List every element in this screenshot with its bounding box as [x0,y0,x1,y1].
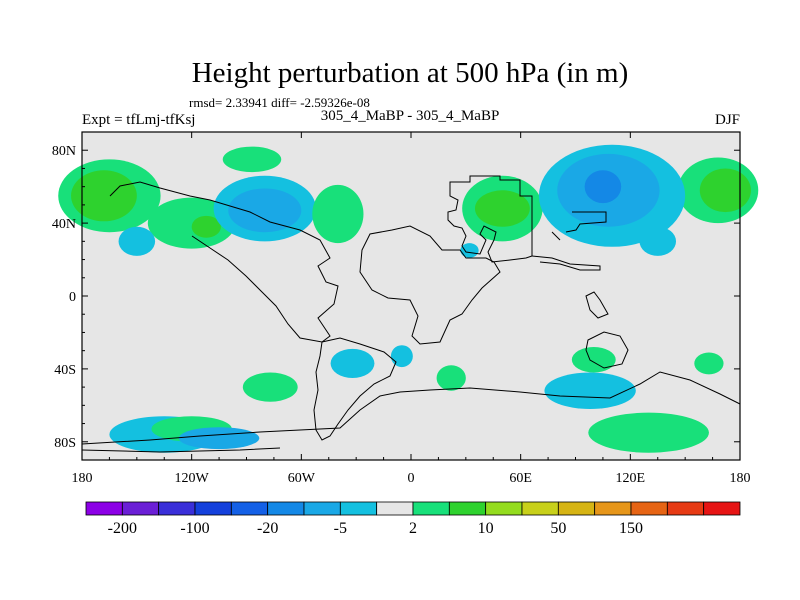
colorbar-label: -100 [180,520,209,537]
colorbar-label: 150 [619,520,643,537]
y-tick-label: 0 [69,290,76,305]
y-axis: 80N 40N 0 40S 80S [52,144,740,451]
contour-region [474,190,530,227]
colorbar-swatch [666,501,705,516]
coastline-africa [359,225,501,345]
experiment-label: Expt = tfLmj-tfKsj [82,112,195,128]
stats-label: rmsd= 2.33941 diff= -2.59326e-08 [189,95,370,110]
y-tick-label: 80N [52,144,76,159]
colorbar-swatch [630,501,668,516]
colorbar-label: 10 [478,520,494,537]
contour-region [222,146,282,173]
colorbar-swatch [85,501,123,516]
colorbar-swatch [158,501,196,516]
contour-region [699,168,751,213]
season-label: DJF [715,112,740,128]
coastline-south-america [313,337,397,441]
coastline-antarctica [81,371,741,453]
contour-region [460,243,479,258]
contour-region [639,226,677,256]
colorbar-swatch [412,501,450,516]
coastline-north-america [109,181,339,343]
colorbar: -200 -100 -20 -5 2 10 50 150 [85,501,741,537]
colorbar-swatch [448,501,487,516]
contour-region [436,365,466,391]
colorbar-label: -5 [334,520,347,537]
x-tick-label: 60W [288,471,316,486]
contour-fill-layer [58,144,759,453]
contour-region [584,170,622,204]
x-tick-label: 120W [175,471,210,486]
contour-region [330,348,375,378]
x-axis: 180 120W 60W 0 60E 120E 180 [72,132,751,486]
chart-title: Height perturbation at 500 hPa (in m) [192,57,629,89]
coastline-asia-east [531,211,607,271]
contour-region [390,345,413,368]
contour-region [312,184,364,244]
contour-region [571,347,616,373]
comparison-label: 305_4_MaBP - 305_4_MaBP [321,108,500,124]
colorbar-swatch [339,501,378,516]
colorbar-swatch [194,501,232,516]
colorbar-swatch [557,501,596,516]
contour-region [242,372,298,402]
x-tick-label: 180 [730,471,751,486]
contour-region [71,170,137,222]
colorbar-swatch [267,501,305,516]
colorbar-swatch [521,501,559,516]
contour-region [228,188,302,233]
colorbar-swatch [303,501,341,516]
colorbar-label: -20 [257,520,278,537]
x-tick-label: 180 [72,471,93,486]
y-tick-label: 40S [54,363,76,378]
y-tick-label: 80S [54,436,76,451]
coastline-australia [585,291,629,369]
x-tick-label: 120E [616,471,646,486]
map-panel: 180 120W 60W 0 60E 120E 180 80N 40N 0 40S 80S [52,131,759,486]
x-tick-label: 60E [509,471,532,486]
colorbar-label: 50 [550,520,566,537]
coastlines [81,175,741,453]
colorbar-swatch [594,501,632,516]
colorbar-swatch [230,501,269,516]
x-tick-label: 0 [408,471,415,486]
colorbar-swatch [485,501,523,516]
contour-region [118,226,156,256]
contour-region [588,412,709,453]
contour-region [544,372,636,409]
colorbar-swatch [121,501,160,516]
contour-region [178,427,260,450]
contour-region [191,215,221,238]
contour-region [694,352,724,375]
colorbar-swatch [703,501,741,516]
y-tick-label: 40N [52,217,76,232]
coastline-eurasia [447,175,533,263]
colorbar-label: 2 [409,520,417,537]
colorbar-swatch [376,501,414,516]
colorbar-label: -200 [108,520,137,537]
